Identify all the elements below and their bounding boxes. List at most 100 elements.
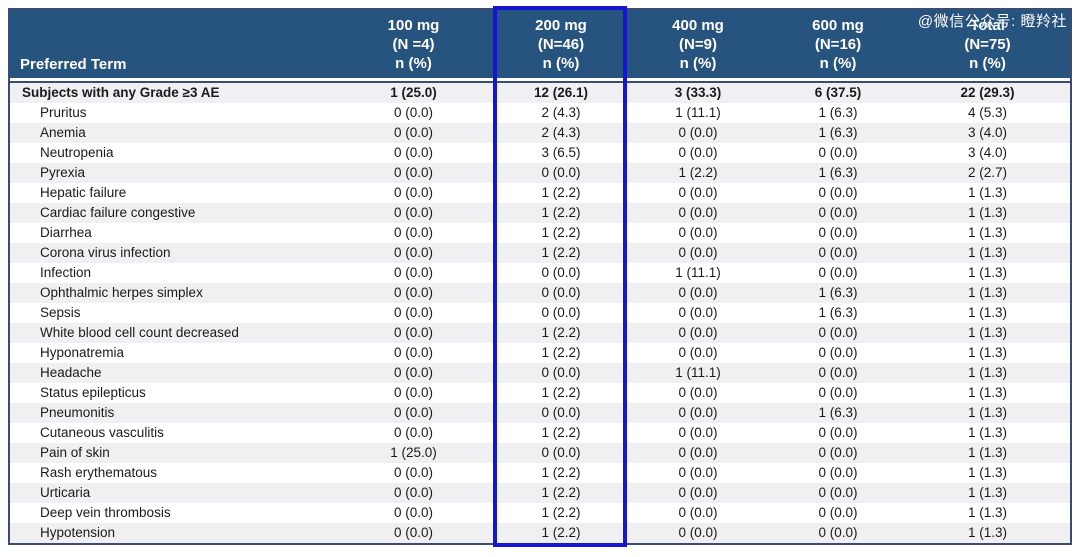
table-row: Corona virus infection 0 (0.0) 1 (2.2) 0 (0…: [10, 243, 1070, 263]
value-cell: 0 (0.0): [678, 405, 718, 420]
preferred-term-cell: Corona virus infection: [40, 245, 171, 260]
value-cell: 0 (0.0): [818, 205, 858, 220]
value-cell: 0 (0.0): [541, 285, 581, 300]
table-row: Hyponatremia 0 (0.0) 1 (2.2) 0 (0.0) 0 (0.0)…: [10, 343, 1070, 363]
value-cell: 0 (0.0): [678, 325, 718, 340]
preferred-term-cell: Infection: [40, 265, 92, 280]
value-cell: 0 (0.0): [393, 365, 434, 380]
value-cell: 2 (2.7): [967, 165, 1008, 180]
value-cell: 1 (1.3): [967, 265, 1008, 280]
value-cell: 0 (0.0): [678, 525, 718, 540]
value-cell: 0 (0.0): [393, 385, 434, 400]
column-header-total: Total (N=75) n (%): [905, 10, 1070, 81]
preferred-term-cell: Headache: [40, 365, 102, 380]
value-cell: 0 (0.0): [541, 445, 581, 460]
table-row: Anemia 0 (0.0) 2 (4.3) 0 (0.0) 1 (6.3) 3 (4.0…: [10, 123, 1070, 143]
value-cell: 1 (2.2): [541, 185, 581, 200]
preferred-term-cell: Pyrexia: [40, 165, 86, 180]
preferred-term-cell: Subjects with any Grade ≥3 AE: [10, 81, 330, 103]
dose-label: 100 mg: [387, 17, 440, 34]
value-cell: 0 (0.0): [393, 345, 434, 360]
preferred-term-cell: Rash erythematous: [40, 465, 158, 480]
preferred-term-header: Preferred Term: [10, 10, 330, 81]
dose-label: 200 mg: [535, 17, 587, 34]
preferred-term-cell: Neutropenia: [40, 145, 114, 160]
n-label: (N=9): [679, 36, 717, 53]
value-cell: 0 (0.0): [393, 185, 434, 200]
value-cell: 0 (0.0): [393, 485, 434, 500]
preferred-term-cell: Diarrhea: [40, 225, 92, 240]
value-cell: 0 (0.0): [818, 525, 858, 540]
value-cell: 1 (2.2): [541, 385, 581, 400]
value-cell: 1 (6.3): [818, 405, 858, 420]
value-cell: 1 (11.1): [675, 265, 721, 280]
value-cell: 0 (0.0): [678, 505, 718, 520]
value-cell: 0 (0.0): [678, 425, 718, 440]
table-row: Infection 0 (0.0) 0 (0.0) 1 (11.1) 0 (0.0) 1 …: [10, 263, 1070, 283]
value-cell: 0 (0.0): [678, 245, 718, 260]
value-cell: 0 (0.0): [393, 165, 434, 180]
value-cell: 0 (0.0): [818, 385, 858, 400]
preferred-term-cell: Cutaneous vasculitis: [40, 425, 164, 440]
table-row: Neutropenia 0 (0.0) 3 (6.5) 0 (0.0) 0 (0.0) 3…: [10, 143, 1070, 163]
value-cell: 1 (1.3): [967, 505, 1008, 520]
value-cell: 1 (1.3): [967, 425, 1008, 440]
value-cell: 0 (0.0): [393, 405, 434, 420]
table-row: Pneumonitis 0 (0.0) 0 (0.0) 0 (0.0) 1 (6.3) 1…: [10, 403, 1070, 423]
value-cell: 0 (0.0): [678, 485, 718, 500]
value-cell: 1 (25.0): [390, 445, 437, 460]
value-cell: 0 (0.0): [393, 205, 434, 220]
value-cell: 0 (0.0): [393, 325, 434, 340]
value-cell: 0 (0.0): [393, 245, 434, 260]
value-cell: 0 (0.0): [818, 505, 858, 520]
stat-label: n (%): [395, 55, 432, 72]
value-cell: 0 (0.0): [393, 505, 434, 520]
preferred-term-cell: Hypotension: [40, 525, 116, 540]
ae-table-body: Subjects with any Grade ≥3 AE 1 (25.0) 12 …: [10, 81, 1070, 543]
value-cell: 0 (0.0): [818, 145, 858, 160]
table-row: Pruritus 0 (0.0) 2 (4.3) 1 (11.1) 1 (6.3) 4 (…: [10, 103, 1070, 123]
stat-label: n (%): [819, 55, 857, 72]
adverse-events-table: Preferred Term 100 mg (N =4) n (%) 200 m…: [8, 8, 1072, 545]
value-cell: 0 (0.0): [678, 445, 718, 460]
value-cell: 0 (0.0): [818, 225, 858, 240]
column-header-100mg: 100 mg (N =4) n (%): [330, 10, 497, 81]
value-cell: 2 (4.3): [541, 125, 581, 140]
value-cell: 1 (11.1): [675, 105, 721, 120]
value-cell: 6 (37.5): [771, 81, 905, 103]
value-cell: 3 (4.0): [967, 145, 1008, 160]
value-cell: 0 (0.0): [678, 465, 718, 480]
value-cell: 1 (1.3): [967, 385, 1008, 400]
value-cell: 4 (5.3): [967, 105, 1008, 120]
value-cell: 0 (0.0): [393, 285, 434, 300]
value-cell: 1 (2.2): [541, 505, 581, 520]
value-cell: 0 (0.0): [818, 325, 858, 340]
table-row: Headache 0 (0.0) 0 (0.0) 1 (11.1) 0 (0.0) 1 (…: [10, 363, 1070, 383]
table-row: Cardiac failure congestive 0 (0.0) 1 (2.2)…: [10, 203, 1070, 223]
value-cell: 0 (0.0): [818, 185, 858, 200]
column-header-600mg: 600 mg (N=16) n (%): [771, 10, 905, 81]
value-cell: 1 (2.2): [678, 165, 718, 180]
table-row: Ophthalmic herpes simplex 0 (0.0) 0 (0.0) 0…: [10, 283, 1070, 303]
value-cell: 1 (1.3): [967, 525, 1008, 540]
n-label: (N=75): [964, 36, 1011, 53]
value-cell: 0 (0.0): [678, 305, 718, 320]
value-cell: 1 (2.2): [541, 225, 581, 240]
value-cell: 0 (0.0): [818, 345, 858, 360]
ae-table-container: Preferred Term 100 mg (N =4) n (%) 200 m…: [8, 8, 1072, 545]
value-cell: 1 (2.2): [541, 245, 581, 260]
preferred-term-cell: Pain of skin: [40, 445, 110, 460]
value-cell: 1 (2.2): [541, 425, 581, 440]
preferred-term-cell: Ophthalmic herpes simplex: [40, 285, 203, 300]
stat-label: n (%): [679, 55, 717, 72]
value-cell: 0 (0.0): [393, 145, 434, 160]
value-cell: 1 (6.3): [818, 305, 858, 320]
value-cell: 0 (0.0): [678, 145, 718, 160]
value-cell: 12 (26.1): [497, 81, 625, 103]
preferred-term-cell: Hepatic failure: [40, 185, 127, 200]
dose-label: 600 mg: [812, 17, 864, 34]
value-cell: 1 (2.2): [541, 465, 581, 480]
value-cell: 1 (1.3): [967, 485, 1008, 500]
preferred-term-cell: Deep vein thrombosis: [40, 505, 171, 520]
